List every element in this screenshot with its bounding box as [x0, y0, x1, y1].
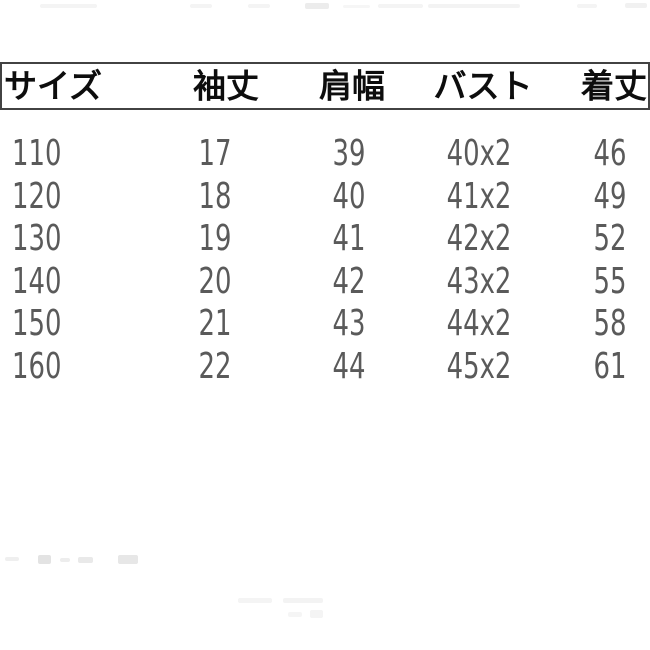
size-table-body: 110 17 39 40x2 46 120 18 40 41x2 49 130 … — [0, 133, 650, 388]
cell-shoulder-width: 43 — [332, 303, 366, 345]
cell-size: 120 — [12, 175, 62, 217]
size-table-header: サイズ 袖丈 肩幅 バスト 着丈 — [0, 62, 650, 110]
cell-size: 160 — [12, 345, 62, 387]
column-header-sleeve-length: 袖丈 — [193, 66, 259, 106]
table-row: 110 17 39 40x2 46 — [0, 133, 650, 176]
cell-garment-length: 55 — [593, 260, 627, 302]
cell-shoulder-width: 42 — [332, 260, 366, 302]
cell-sleeve-length: 17 — [198, 133, 232, 175]
cell-size: 130 — [12, 218, 62, 260]
cell-sleeve-length: 20 — [198, 260, 232, 302]
top-crop-artifact — [577, 4, 597, 8]
top-crop-artifact — [625, 3, 647, 8]
cell-size: 150 — [12, 303, 62, 345]
bottom-crop-artifact — [288, 612, 302, 617]
bottom-crop-artifact — [283, 598, 323, 603]
cell-sleeve-length: 18 — [198, 175, 232, 217]
cell-bust: 41x2 — [446, 175, 512, 217]
top-crop-artifact — [343, 5, 370, 8]
column-header-shoulder-width: 肩幅 — [319, 66, 385, 106]
cell-bust: 43x2 — [446, 260, 512, 302]
cell-size: 110 — [12, 133, 62, 175]
bottom-crop-artifact — [78, 557, 93, 563]
cell-shoulder-width: 41 — [332, 218, 366, 260]
top-crop-artifact — [378, 4, 423, 8]
column-header-bust: バスト — [433, 66, 533, 106]
cell-garment-length: 58 — [593, 303, 627, 345]
column-header-size: サイズ — [4, 66, 103, 106]
top-crop-artifact — [428, 4, 520, 8]
bottom-crop-artifact — [310, 610, 323, 618]
top-crop-artifact — [248, 4, 270, 8]
cell-shoulder-width: 44 — [332, 345, 366, 387]
table-row: 120 18 40 41x2 49 — [0, 176, 650, 219]
cell-sleeve-length: 19 — [198, 218, 232, 260]
bottom-crop-artifact — [238, 598, 272, 603]
top-crop-artifact — [40, 4, 97, 8]
cell-size: 140 — [12, 260, 62, 302]
cell-sleeve-length: 22 — [198, 345, 232, 387]
top-crop-artifact — [305, 3, 329, 9]
cell-garment-length: 52 — [593, 218, 627, 260]
table-row: 140 20 42 43x2 55 — [0, 261, 650, 304]
cell-sleeve-length: 21 — [198, 303, 232, 345]
cell-bust: 42x2 — [446, 218, 512, 260]
cell-bust: 44x2 — [446, 303, 512, 345]
cell-garment-length: 49 — [593, 175, 627, 217]
table-row: 160 22 44 45x2 61 — [0, 346, 650, 389]
table-row: 150 21 43 44x2 58 — [0, 303, 650, 346]
bottom-crop-artifact — [5, 557, 19, 561]
top-crop-artifact — [190, 4, 212, 8]
cell-garment-length: 46 — [593, 133, 627, 175]
cell-bust: 45x2 — [446, 345, 512, 387]
cell-shoulder-width: 39 — [332, 133, 366, 175]
cell-shoulder-width: 40 — [332, 175, 366, 217]
bottom-crop-artifact — [60, 558, 70, 562]
table-row: 130 19 41 42x2 52 — [0, 218, 650, 261]
bottom-crop-artifact — [38, 555, 51, 564]
bottom-crop-artifact — [118, 555, 138, 564]
column-header-garment-length: 着丈 — [581, 66, 647, 106]
cell-bust: 40x2 — [446, 133, 512, 175]
cell-garment-length: 61 — [593, 345, 627, 387]
